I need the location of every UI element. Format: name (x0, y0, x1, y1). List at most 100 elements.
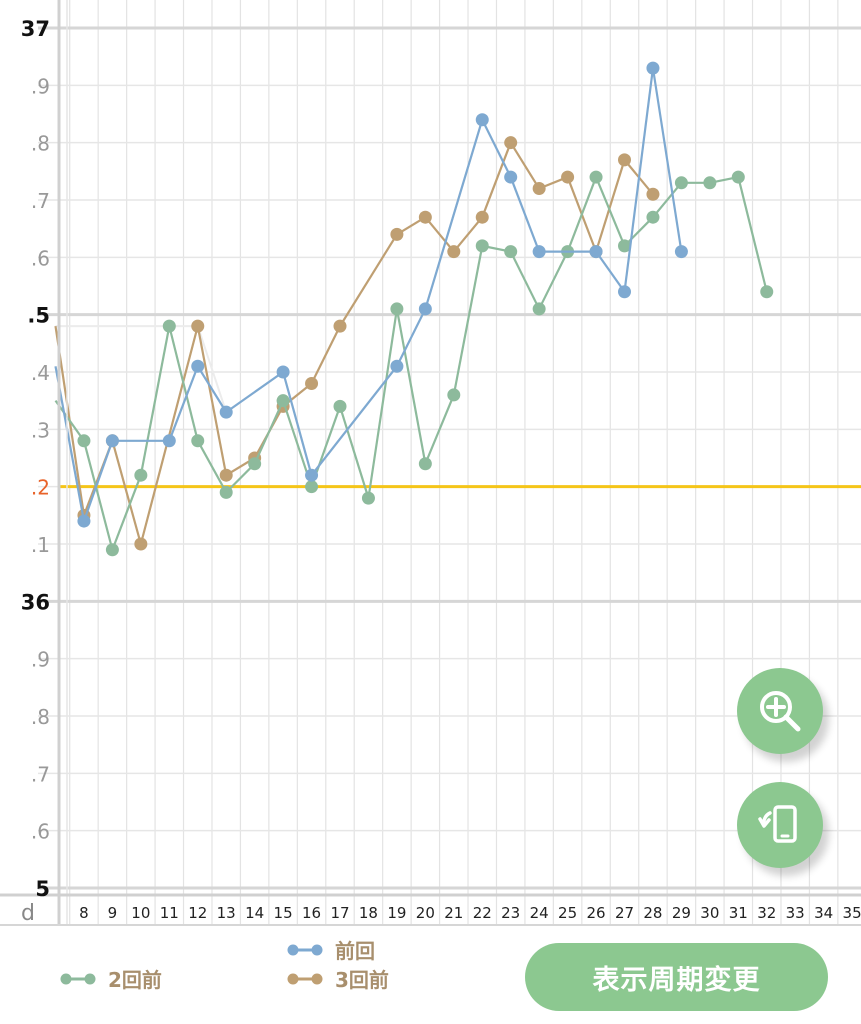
data-point (162, 319, 176, 333)
x-tick-label: 30 (700, 904, 719, 922)
horizontal-grid (38, 26, 861, 890)
x-tick-label: 24 (530, 904, 549, 922)
legend-prev-label: 前回 (335, 939, 375, 963)
x-tick-label: 13 (217, 904, 236, 922)
y-tick-label: .9 (31, 74, 50, 98)
x-tick-label: 20 (416, 904, 435, 922)
x-tick-label: 8 (79, 904, 89, 922)
legend-prev: 前回 (287, 935, 375, 964)
data-point (390, 302, 404, 316)
series-segment (538, 251, 569, 310)
data-point (134, 468, 148, 482)
series-segment (623, 216, 654, 247)
data-point (447, 388, 461, 402)
series-segment (594, 159, 626, 252)
y-tick-label: .9 (31, 648, 50, 672)
series-segment (168, 325, 199, 442)
y-tick-label: .4 (31, 361, 50, 385)
data-point (77, 434, 91, 448)
x-tick-label: 31 (729, 904, 748, 922)
data-point (219, 468, 233, 482)
data-point (504, 245, 518, 259)
series-segment (253, 400, 285, 465)
y-tick-label: .7 (31, 189, 50, 213)
y-tick-label: .8 (31, 132, 50, 156)
rotate-screen-button[interactable] (737, 782, 823, 868)
series-segment (566, 176, 598, 252)
data-point (674, 176, 688, 190)
data-point (646, 210, 660, 224)
legend-prev3: 3回前 (287, 964, 389, 993)
data-point (475, 113, 489, 127)
temperature-chart: 37 .9 .8 .7 .6 .5 .4 .3 .2 .1 36 .9 .8 .7 .6 5 d 8 9 10 11 1… (0, 0, 861, 926)
data-point (105, 434, 119, 448)
series-segment (282, 371, 313, 476)
data-point (134, 537, 148, 551)
data-point (618, 285, 631, 299)
series-segment (452, 245, 484, 396)
x-tick-label: 34 (814, 904, 833, 922)
series-segment (310, 325, 341, 384)
series-segment (652, 182, 683, 218)
zoom-in-button[interactable] (737, 668, 823, 754)
data-point (703, 176, 717, 190)
data-point (77, 514, 91, 528)
y-tick-label: .7 (31, 762, 50, 786)
x-tick-label: 33 (786, 904, 805, 922)
data-point (219, 485, 233, 499)
change-period-button[interactable]: 表示周期変更 (525, 943, 828, 1011)
series-segment (651, 67, 683, 252)
data-point (589, 245, 603, 259)
x-tick-label: 15 (274, 904, 293, 922)
y-tick-label: .2 (31, 476, 50, 500)
y-tick-label: .8 (31, 705, 50, 729)
data-point (333, 399, 347, 413)
series-segment (367, 308, 398, 499)
data-point (162, 434, 176, 448)
series-segment (168, 365, 199, 442)
legend-line-icon (60, 973, 96, 984)
data-point (618, 153, 631, 167)
data-point (333, 319, 347, 333)
series-segment (196, 365, 228, 413)
x-tick-label: 29 (672, 904, 691, 922)
series-segment (452, 216, 484, 253)
series-segment (595, 176, 626, 247)
series-segment (509, 251, 541, 310)
data-point (475, 239, 489, 253)
series-segment (111, 474, 142, 551)
legend-prev3-label: 3回前 (335, 968, 389, 992)
data-point (361, 491, 375, 505)
x-tick-label: 23 (501, 904, 520, 922)
legend-prev2: 2回前 (60, 964, 162, 993)
data-point (305, 468, 319, 482)
data-point (532, 302, 546, 316)
legend-prev2-label: 2回前 (108, 968, 162, 992)
data-point (418, 302, 432, 316)
axes (0, 0, 861, 926)
x-tick-label: 19 (387, 904, 406, 922)
series-segment (139, 325, 171, 476)
x-tick-label: 14 (245, 904, 264, 922)
x-tick-label: 18 (359, 904, 378, 922)
x-tick-label: 32 (757, 904, 776, 922)
x-tick-label: 22 (473, 904, 492, 922)
series-segment (395, 308, 427, 367)
series-segment (481, 142, 512, 218)
vertical-grid (69, 0, 839, 925)
x-tick-label: 17 (330, 904, 349, 922)
data-point (504, 136, 518, 150)
rotate-screen-icon (758, 805, 797, 843)
series-segment (623, 67, 655, 292)
data-point (589, 170, 603, 184)
data-point (760, 285, 774, 299)
data-point (532, 245, 546, 259)
series-segment (338, 406, 370, 499)
series-segment (196, 325, 228, 476)
x-tick-label: 28 (643, 904, 662, 922)
data-point (191, 434, 205, 448)
data-point (305, 480, 319, 494)
data-point (418, 457, 432, 471)
y-tick-label: .6 (31, 246, 50, 270)
series-segment (111, 440, 142, 545)
